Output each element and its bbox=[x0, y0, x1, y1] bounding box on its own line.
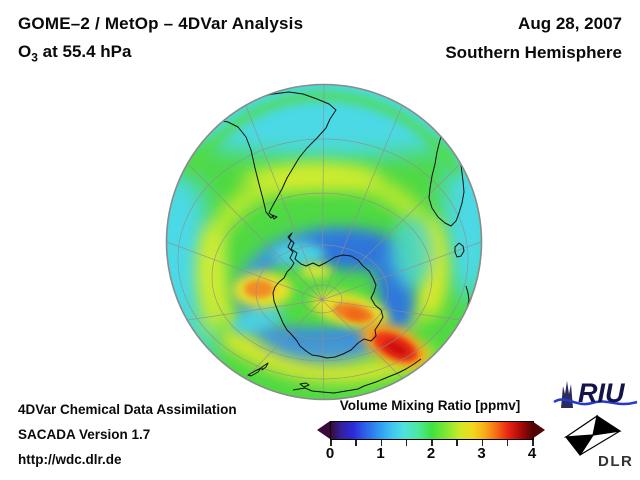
footer-credits: 4DVar Chemical Data Assimilation SACADA … bbox=[18, 402, 237, 477]
page-title: GOME–2 / MetOp – 4DVar Analysis bbox=[18, 14, 304, 33]
footer-line-version: SACADA Version 1.7 bbox=[18, 427, 151, 442]
colorbar-label-1: 1 bbox=[376, 445, 385, 462]
header-left: GOME–2 / MetOp – 4DVar Analysis O3 at 55… bbox=[18, 14, 304, 65]
tierra-del-fuego bbox=[271, 214, 278, 220]
colorbar-title: Volume Mixing Ratio [ppmv] bbox=[339, 398, 521, 413]
colorbar-tick bbox=[532, 440, 534, 446]
colorbar-label-2: 2 bbox=[426, 445, 436, 462]
header-right: Aug 28, 2007 Southern Hemisphere bbox=[445, 14, 622, 63]
subtitle-level: at 55.4 hPa bbox=[37, 42, 132, 61]
riu-wave-icon bbox=[553, 398, 638, 406]
graticule bbox=[166, 84, 482, 400]
colorbar-min-arrow bbox=[317, 421, 330, 439]
colorbar-label-3: 3 bbox=[477, 445, 486, 462]
dlr-logo: DLR bbox=[563, 414, 633, 470]
globe-limb bbox=[165, 83, 483, 401]
subtitle-subscript: 3 bbox=[31, 50, 38, 65]
colorbar-tick bbox=[431, 440, 433, 446]
colorbar-tick bbox=[330, 440, 332, 446]
riu-logo: RIU bbox=[553, 378, 638, 408]
colorbar-tick bbox=[380, 440, 382, 446]
colorbar-tick bbox=[481, 440, 483, 446]
dlr-logo-text: DLR bbox=[598, 453, 633, 470]
small-island bbox=[299, 382, 310, 388]
africa-coastline bbox=[428, 127, 465, 227]
colorbar-tick bbox=[506, 440, 509, 446]
subtitle-species: O bbox=[18, 42, 32, 61]
colorbar-label-4: 4 bbox=[527, 445, 537, 462]
south-coast-coastline bbox=[292, 358, 422, 394]
colorbar bbox=[330, 421, 534, 440]
antarctica-coastline bbox=[272, 232, 384, 359]
new-zealand-coastline bbox=[247, 362, 269, 377]
colorbar-max-arrow bbox=[532, 421, 545, 439]
riu-cathedral-icon bbox=[561, 381, 573, 408]
colorbar-tick bbox=[355, 440, 357, 446]
page-subtitle: O3 at 55.4 hPa bbox=[18, 42, 303, 65]
dlr-star-icon bbox=[563, 414, 622, 457]
colorbar-tick bbox=[456, 440, 458, 446]
madagascar-coastline bbox=[454, 242, 465, 258]
hemisphere-label: Southern Hemisphere bbox=[445, 43, 622, 62]
colorbar-tick bbox=[405, 440, 408, 446]
riu-logo-text: RIU bbox=[578, 378, 626, 408]
south-america-coastline bbox=[216, 91, 337, 219]
colorbar-legend: Volume Mixing Ratio [ppmv] 0 1 2 3 4 bbox=[308, 398, 558, 476]
date-label: Aug 28, 2007 bbox=[518, 14, 622, 33]
footer-line-url: http://wdc.dlr.de bbox=[18, 452, 122, 467]
colorbar-label-0: 0 bbox=[325, 445, 335, 462]
footer-line-assimilation: 4DVar Chemical Data Assimilation bbox=[18, 402, 237, 417]
coastlines bbox=[216, 91, 470, 394]
